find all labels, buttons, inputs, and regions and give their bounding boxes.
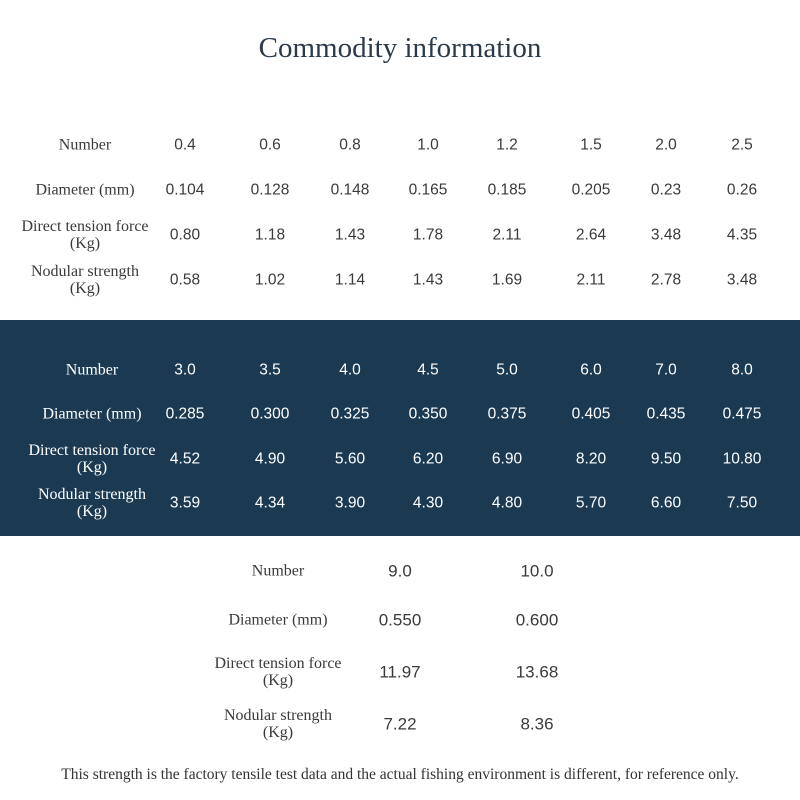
cell-value: 9.50 [650,450,682,468]
cell-value: 0.80 [169,226,201,244]
cell-value: 1.43 [412,271,444,289]
cell-value: 0.8 [339,136,361,154]
cell-value: 2.64 [575,226,607,244]
cell-value: 6.20 [412,450,444,468]
cell-value: 1.2 [496,136,518,154]
cell-value: 6.90 [491,450,523,468]
cell-value: 4.34 [254,494,286,512]
dark-band [0,320,800,536]
cell-value: 8.0 [731,361,753,379]
cell-value: 1.69 [491,271,523,289]
cell-value: 9.0 [388,561,412,581]
cell-value: 4.5 [417,361,439,379]
cell-value: 1.0 [417,136,439,154]
cell-value: 0.405 [571,405,611,423]
cell-value: 5.60 [334,450,366,468]
cell-value: 0.435 [646,405,686,423]
cell-value: 1.14 [334,271,366,289]
cell-value: 5.70 [575,494,607,512]
cell-value: 3.5 [259,361,281,379]
cell-value: 4.80 [491,494,523,512]
cell-value: 0.23 [650,181,682,199]
cell-value: 5.0 [496,361,518,379]
cell-value: 7.22 [383,714,417,734]
cell-value: 10.80 [722,450,762,468]
cell-value: 6.0 [580,361,602,379]
cell-value: 0.6 [259,136,281,154]
cell-value: 3.0 [174,361,196,379]
cell-value: 0.550 [378,610,422,630]
cell-value: 7.50 [726,494,758,512]
row-label: Nodular strength (Kg) [31,263,139,297]
cell-value: 0.285 [165,405,205,423]
cell-value: 7.0 [655,361,677,379]
cell-value: 10.0 [520,561,554,581]
cell-value: 1.5 [580,136,602,154]
footnote: This strength is the factory tensile tes… [61,766,739,783]
cell-value: 13.68 [515,662,559,682]
cell-value: 11.97 [379,662,421,682]
cell-value: 2.11 [576,271,606,289]
title: Commodity information [258,32,542,64]
cell-value: 1.78 [412,226,444,244]
row-label: Nodular strength (Kg) [38,486,146,520]
cell-value: 0.325 [330,405,370,423]
cell-value: 0.165 [408,181,448,199]
cell-value: 0.205 [571,181,611,199]
row-label: Nodular strength (Kg) [224,707,332,741]
cell-value: 0.128 [250,181,290,199]
cell-value: 0.26 [726,181,758,199]
cell-value: 2.78 [650,271,682,289]
cell-value: 4.52 [169,450,201,468]
cell-value: 2.0 [655,136,677,154]
row-label: Direct tension force (Kg) [214,655,342,689]
cell-value: 0.104 [165,181,205,199]
cell-value: 4.35 [726,226,758,244]
cell-value: 6.60 [650,494,682,512]
row-label: Diameter (mm) [228,611,328,629]
cell-value: 0.185 [487,181,527,199]
cell-value: 1.02 [254,271,286,289]
cell-value: 4.90 [254,450,286,468]
cell-value: 0.148 [330,181,370,199]
cell-value: 0.300 [250,405,290,423]
cell-value: 4.30 [412,494,444,512]
cell-value: 3.59 [169,494,201,512]
cell-value: 3.48 [726,271,758,289]
cell-value: 0.4 [174,136,196,154]
row-label: Number [251,562,305,580]
cell-value: 0.600 [515,610,559,630]
row-label: Diameter (mm) [42,405,142,423]
cell-value: 0.475 [722,405,762,423]
cell-value: 8.36 [520,714,554,734]
row-label: Direct tension force (Kg) [28,442,156,476]
row-label: Number [65,361,119,379]
cell-value: 8.20 [575,450,607,468]
cell-value: 1.43 [334,226,366,244]
cell-value: 2.5 [731,136,753,154]
cell-value: 0.375 [487,405,527,423]
row-label: Diameter (mm) [35,181,135,199]
cell-value: 3.90 [334,494,366,512]
row-label: Direct tension force (Kg) [21,218,149,252]
cell-value: 2.11 [492,226,522,244]
cell-value: 0.58 [169,271,201,289]
row-label: Number [58,136,112,154]
cell-value: 1.18 [254,226,286,244]
cell-value: 4.0 [339,361,361,379]
cell-value: 0.350 [408,405,448,423]
cell-value: 3.48 [650,226,682,244]
